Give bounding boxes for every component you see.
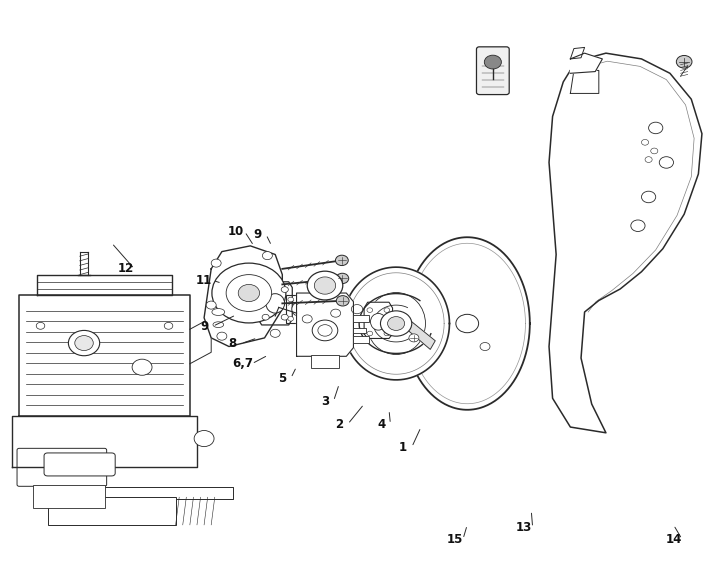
- FancyBboxPatch shape: [17, 449, 106, 486]
- FancyBboxPatch shape: [44, 453, 115, 476]
- Circle shape: [281, 287, 288, 292]
- Polygon shape: [37, 275, 172, 295]
- Text: 8: 8: [228, 337, 236, 350]
- Circle shape: [351, 305, 363, 314]
- Circle shape: [307, 271, 343, 300]
- Circle shape: [331, 309, 341, 317]
- Circle shape: [262, 287, 269, 292]
- Circle shape: [456, 314, 478, 333]
- Ellipse shape: [367, 292, 426, 354]
- FancyBboxPatch shape: [286, 295, 311, 323]
- Circle shape: [302, 315, 312, 323]
- Circle shape: [303, 297, 309, 302]
- Circle shape: [226, 275, 271, 312]
- Circle shape: [288, 317, 293, 321]
- Circle shape: [36, 323, 45, 329]
- Circle shape: [336, 255, 348, 265]
- Text: 9: 9: [253, 228, 261, 241]
- Circle shape: [641, 191, 655, 203]
- Circle shape: [676, 55, 692, 68]
- Circle shape: [367, 331, 373, 336]
- Circle shape: [75, 336, 94, 350]
- Circle shape: [262, 314, 269, 320]
- Polygon shape: [19, 295, 190, 416]
- Polygon shape: [405, 237, 530, 410]
- Circle shape: [303, 317, 309, 321]
- Circle shape: [659, 157, 673, 168]
- Circle shape: [641, 139, 648, 145]
- Circle shape: [132, 359, 152, 375]
- Text: 14: 14: [665, 533, 682, 546]
- Ellipse shape: [292, 302, 306, 316]
- Circle shape: [281, 314, 288, 320]
- Bar: [34, 484, 104, 507]
- Text: 11: 11: [196, 274, 212, 287]
- Polygon shape: [190, 318, 211, 364]
- Text: 2: 2: [335, 418, 343, 431]
- Polygon shape: [12, 416, 197, 468]
- Circle shape: [69, 331, 100, 355]
- Circle shape: [631, 220, 645, 231]
- Polygon shape: [41, 487, 233, 499]
- Circle shape: [211, 259, 221, 267]
- Text: 6,7: 6,7: [233, 357, 253, 370]
- Text: 5: 5: [278, 372, 286, 385]
- Text: 10: 10: [228, 225, 244, 238]
- Circle shape: [645, 157, 652, 162]
- Polygon shape: [204, 246, 282, 347]
- Ellipse shape: [212, 309, 225, 316]
- Circle shape: [648, 122, 663, 134]
- Circle shape: [318, 325, 332, 336]
- Circle shape: [164, 323, 173, 329]
- Bar: [311, 355, 339, 368]
- Circle shape: [384, 308, 390, 313]
- Polygon shape: [258, 282, 292, 325]
- Circle shape: [650, 148, 658, 154]
- Circle shape: [314, 277, 336, 294]
- Circle shape: [484, 55, 501, 69]
- Ellipse shape: [266, 294, 285, 313]
- Bar: [353, 328, 366, 334]
- Bar: [353, 315, 369, 322]
- Circle shape: [388, 317, 405, 331]
- Polygon shape: [570, 47, 585, 59]
- Text: 13: 13: [516, 521, 532, 534]
- Circle shape: [312, 320, 338, 341]
- Circle shape: [238, 284, 260, 302]
- FancyBboxPatch shape: [476, 47, 509, 95]
- Text: 3: 3: [321, 395, 329, 407]
- Polygon shape: [296, 293, 353, 356]
- Circle shape: [270, 329, 280, 338]
- Circle shape: [409, 334, 419, 342]
- Text: 15: 15: [446, 533, 463, 546]
- Circle shape: [288, 297, 293, 302]
- Ellipse shape: [213, 322, 223, 328]
- Polygon shape: [570, 71, 599, 94]
- Text: 1: 1: [399, 440, 407, 454]
- Bar: [26, 295, 183, 421]
- Bar: [48, 497, 176, 525]
- Text: 12: 12: [118, 262, 134, 275]
- Circle shape: [336, 273, 348, 284]
- Circle shape: [217, 332, 227, 340]
- Text: 4: 4: [378, 418, 386, 431]
- Circle shape: [263, 251, 272, 260]
- Polygon shape: [407, 321, 436, 349]
- Polygon shape: [364, 302, 393, 339]
- Circle shape: [206, 301, 216, 309]
- Ellipse shape: [371, 313, 386, 330]
- Polygon shape: [343, 267, 449, 380]
- Text: 9: 9: [200, 320, 208, 333]
- Polygon shape: [549, 53, 702, 433]
- Polygon shape: [570, 53, 603, 73]
- Circle shape: [194, 431, 214, 447]
- Circle shape: [381, 311, 412, 336]
- Circle shape: [480, 343, 490, 350]
- Circle shape: [212, 263, 286, 323]
- Bar: [353, 336, 369, 343]
- Circle shape: [367, 308, 373, 313]
- Circle shape: [384, 331, 390, 336]
- Circle shape: [336, 295, 349, 306]
